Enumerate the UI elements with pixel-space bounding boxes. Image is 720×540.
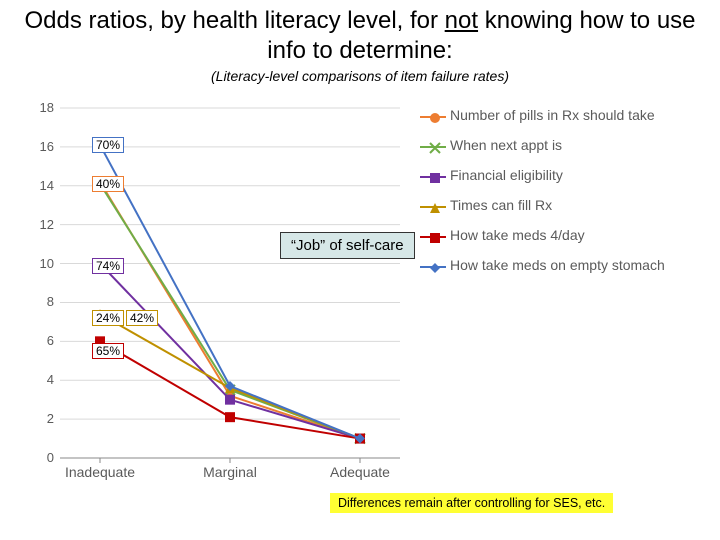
data-label: 42% bbox=[126, 310, 158, 326]
legend-item: Times can fill Rx bbox=[420, 198, 710, 214]
x-category-label: Adequate bbox=[315, 464, 405, 480]
plot-svg bbox=[60, 98, 400, 478]
y-tick-label: 14 bbox=[26, 178, 54, 193]
chart-title: Odds ratios, by health literacy level, f… bbox=[0, 0, 720, 66]
plot-region: 70% 40% 74% 24%42% 65% bbox=[60, 98, 400, 478]
y-tick-label: 6 bbox=[26, 333, 54, 348]
legend-marker bbox=[420, 198, 448, 214]
data-label: 65% bbox=[92, 343, 124, 359]
legend-label: When next appt is bbox=[450, 138, 562, 153]
x-category-label: Inadequate bbox=[55, 464, 145, 480]
legend-marker bbox=[420, 138, 448, 154]
legend-marker bbox=[420, 258, 448, 274]
legend-item: Financial eligibility bbox=[420, 168, 710, 184]
legend-label: Times can fill Rx bbox=[450, 198, 552, 213]
legend-item: Number of pills in Rx should take bbox=[420, 108, 710, 124]
legend-label: Financial eligibility bbox=[450, 168, 563, 183]
y-tick-label: 12 bbox=[26, 217, 54, 232]
legend-item: How take meds 4/day bbox=[420, 228, 710, 244]
legend-label: How take meds on empty stomach bbox=[450, 258, 665, 273]
y-tick-label: 8 bbox=[26, 294, 54, 309]
data-label: 24% bbox=[92, 310, 124, 326]
chart-subtitle: (Literacy-level comparisons of item fail… bbox=[0, 68, 720, 84]
y-tick-label: 0 bbox=[26, 450, 54, 465]
data-label: 70% bbox=[92, 137, 124, 153]
legend-label: How take meds 4/day bbox=[450, 228, 585, 243]
y-tick-label: 16 bbox=[26, 139, 54, 154]
legend-marker bbox=[420, 228, 448, 244]
legend-item: When next appt is bbox=[420, 138, 710, 154]
footnote: Differences remain after controlling for… bbox=[330, 493, 613, 513]
legend: Number of pills in Rx should take When ne… bbox=[420, 108, 710, 288]
legend-label: Number of pills in Rx should take bbox=[450, 108, 655, 123]
data-label: 74% bbox=[92, 258, 124, 274]
y-tick-label: 4 bbox=[26, 372, 54, 387]
y-tick-label: 18 bbox=[26, 100, 54, 115]
legend-marker bbox=[420, 168, 448, 184]
data-label: 40% bbox=[92, 176, 124, 192]
callout-job-self-care: “Job” of self-care bbox=[280, 232, 415, 259]
y-tick-label: 2 bbox=[26, 411, 54, 426]
x-category-label: Marginal bbox=[185, 464, 275, 480]
legend-marker bbox=[420, 108, 448, 124]
legend-item: How take meds on empty stomach bbox=[420, 258, 710, 274]
chart-area: 70% 40% 74% 24%42% 65% 0 2 4 6 8 10 12 14 16 18 Inade… bbox=[20, 98, 700, 518]
y-tick-label: 10 bbox=[26, 256, 54, 271]
